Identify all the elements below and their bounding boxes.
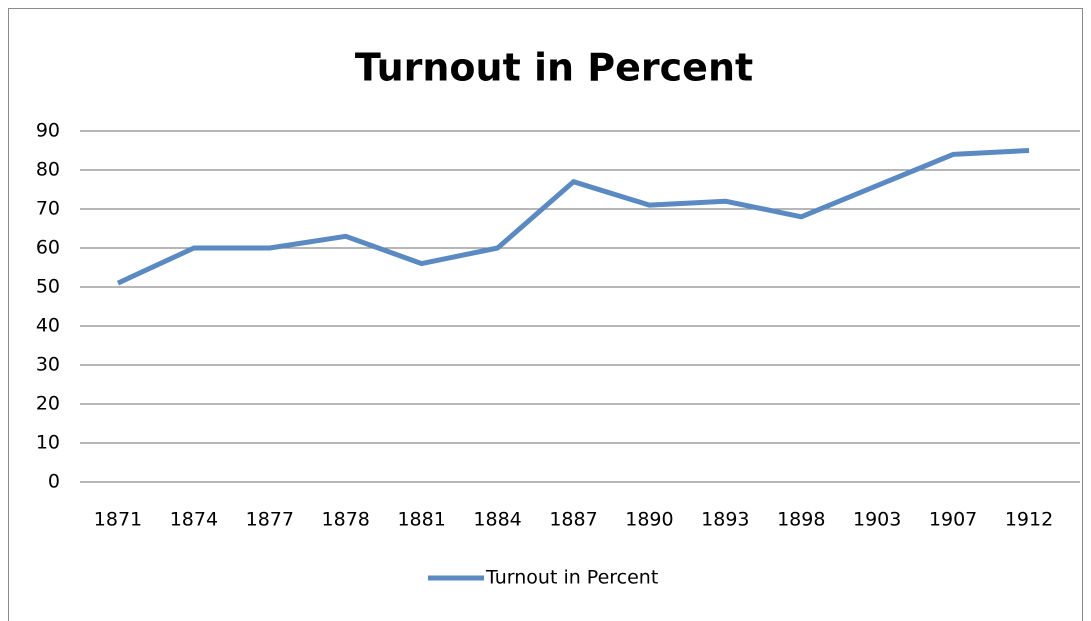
x-tick-label: 1878 <box>322 509 370 531</box>
x-tick-label: 1903 <box>853 509 901 531</box>
x-tick-label: 1874 <box>170 509 218 531</box>
y-tick-label: 20 <box>36 393 60 415</box>
x-tick-label: 1887 <box>549 509 597 531</box>
chart-title: Turnout in Percent <box>355 46 753 90</box>
x-tick-label: 1898 <box>777 509 825 531</box>
y-tick-label: 70 <box>36 198 60 220</box>
legend-label: Turnout in Percent <box>485 567 658 589</box>
y-tick-label: 10 <box>36 432 60 454</box>
y-tick-label: 30 <box>36 354 60 376</box>
y-tick-label: 90 <box>36 120 60 142</box>
chart-border <box>8 8 1083 621</box>
x-tick-label: 1890 <box>625 509 673 531</box>
x-tick-label: 1871 <box>94 509 142 531</box>
y-tick-label: 60 <box>36 237 60 259</box>
x-tick-label: 1907 <box>929 509 977 531</box>
data-line <box>116 148 1030 286</box>
y-tick-label: 50 <box>36 276 60 298</box>
x-tick-label: 1884 <box>473 509 521 531</box>
y-tick-label: 80 <box>36 159 60 181</box>
x-tick-label: 1877 <box>246 509 294 531</box>
x-tick-label: 1893 <box>701 509 749 531</box>
x-tick-label: 1912 <box>1005 509 1053 531</box>
y-tick-label: 0 <box>48 471 60 493</box>
x-tick-label: 1881 <box>397 509 445 531</box>
y-tick-label: 40 <box>36 315 60 337</box>
